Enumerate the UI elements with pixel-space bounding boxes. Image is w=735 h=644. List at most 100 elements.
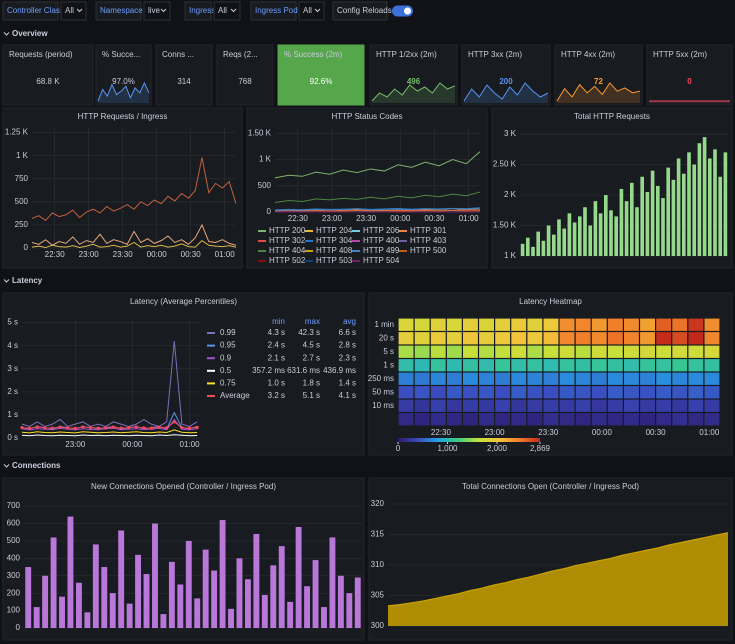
legend-marker: [207, 369, 215, 372]
heatmap-cell: [607, 345, 623, 358]
heatmap-cell: [688, 413, 704, 426]
heatmap-cell: [591, 399, 607, 412]
heatmap-cell: [559, 332, 575, 345]
toggle-label-box: [332, 1, 388, 21]
filter-label-box: [2, 1, 59, 21]
legend-label: HTTP 504: [363, 256, 400, 265]
heatmap-cell: [624, 386, 639, 399]
heatmap-cell: [656, 386, 672, 399]
legend-marker: [207, 344, 215, 347]
heatmap-cell: [463, 359, 478, 372]
heatmap-cell: [672, 345, 688, 358]
heatmap-cell: [559, 372, 575, 385]
heatmap-cell: [479, 318, 494, 331]
legend-marker: [207, 332, 215, 334]
heatmap-cell: [575, 399, 591, 412]
heatmap-cell: [591, 332, 607, 345]
panel-title: Total Connections Open (Controller / Ing…: [462, 482, 639, 491]
bar: [650, 170, 655, 256]
heatmap-cell: [575, 359, 591, 372]
legend-marker: [352, 260, 360, 262]
heatmap-cell: [463, 332, 478, 345]
section-chevron: [3, 32, 10, 36]
y-tick-label: 600: [7, 519, 21, 528]
heatmap-cell: [463, 413, 478, 426]
y-tick-label: 1.50 K: [248, 128, 272, 137]
heatmap-cell: [527, 345, 543, 358]
heatmap-cell: [398, 386, 414, 399]
bar: [50, 537, 57, 628]
series-point: [66, 426, 70, 430]
y-tick-label: 700: [7, 501, 21, 510]
heatmap-cell: [495, 359, 511, 372]
bar: [536, 231, 541, 256]
filter-label: Controller Class: [7, 6, 64, 15]
bar: [143, 574, 150, 628]
bar: [723, 152, 728, 256]
stat-title: HTTP 5xx (2m): [653, 50, 707, 59]
bar: [185, 540, 192, 628]
section-chevron: [3, 279, 10, 283]
bar: [84, 612, 91, 628]
series-line: [21, 429, 198, 434]
heatmap-cell: [463, 318, 478, 331]
legend-label: HTTP 500: [410, 246, 447, 255]
y-tick-label: 2.50 K: [493, 160, 517, 169]
heatmap-cell: [559, 345, 575, 358]
x-tick-label: 23:00: [322, 214, 343, 223]
sparkline: [463, 82, 549, 102]
legend-stat: 4.1 s: [339, 391, 356, 400]
heatmap-cell: [398, 399, 414, 412]
filter-dropdown[interactable]: [298, 1, 325, 21]
heatmap-cell: [640, 359, 655, 372]
series-point: [58, 425, 62, 429]
heatmap-cell: [640, 318, 655, 331]
heatmap-cell: [430, 413, 446, 426]
heatmap-cell: [607, 372, 623, 385]
bar: [640, 176, 645, 256]
series-point: [43, 426, 47, 430]
legend-marker: [399, 230, 407, 232]
heatmap-cell: [446, 386, 462, 399]
heatmap-cell: [511, 318, 527, 331]
bar: [681, 173, 686, 256]
color-scale: [398, 438, 540, 442]
heatmap-cell: [688, 386, 704, 399]
bar: [67, 516, 74, 628]
heatmap-cell: [479, 345, 494, 358]
heatmap-cell: [495, 345, 511, 358]
y-tick-label: 1 K: [16, 151, 29, 160]
legend-stat: 357.2 ms: [252, 366, 285, 375]
heatmap-cell: [688, 359, 704, 372]
y-tick-label: 1 K: [259, 155, 272, 164]
heatmap-cell: [704, 318, 720, 331]
heatmap-cell: [640, 399, 655, 412]
stat-panel: [2, 44, 94, 106]
heatmap-cell: [640, 372, 655, 385]
stat-title: HTTP 1/2xx (2m): [376, 50, 437, 59]
bar: [687, 152, 691, 256]
y-tick-label: 1 s: [7, 410, 18, 419]
bar: [525, 237, 530, 256]
heatmap-cell: [446, 332, 462, 345]
filter-dropdown[interactable]: [213, 1, 241, 21]
legend-stat: 1.0 s: [268, 379, 285, 388]
heatmap-cell: [479, 386, 494, 399]
heatmap-cell: [495, 332, 511, 345]
heatmap-cell: [575, 345, 591, 358]
heatmap-cell: [575, 386, 591, 399]
filter-dropdown[interactable]: [60, 1, 87, 21]
heatmap-cell: [688, 372, 704, 385]
series-point: [195, 425, 199, 429]
bar: [593, 201, 598, 256]
stat-title: % Success (2m): [284, 50, 343, 59]
filter-dropdown[interactable]: [143, 1, 171, 21]
heatmap-cell: [446, 318, 462, 331]
bar: [655, 185, 660, 256]
heatmap-cell: [559, 359, 575, 372]
legend-label: 0.5: [220, 366, 232, 375]
legend-marker: [352, 230, 360, 232]
heatmap-cell: [511, 372, 527, 385]
series-line: [31, 239, 237, 249]
stat-title: Reqs (2...: [223, 50, 258, 59]
